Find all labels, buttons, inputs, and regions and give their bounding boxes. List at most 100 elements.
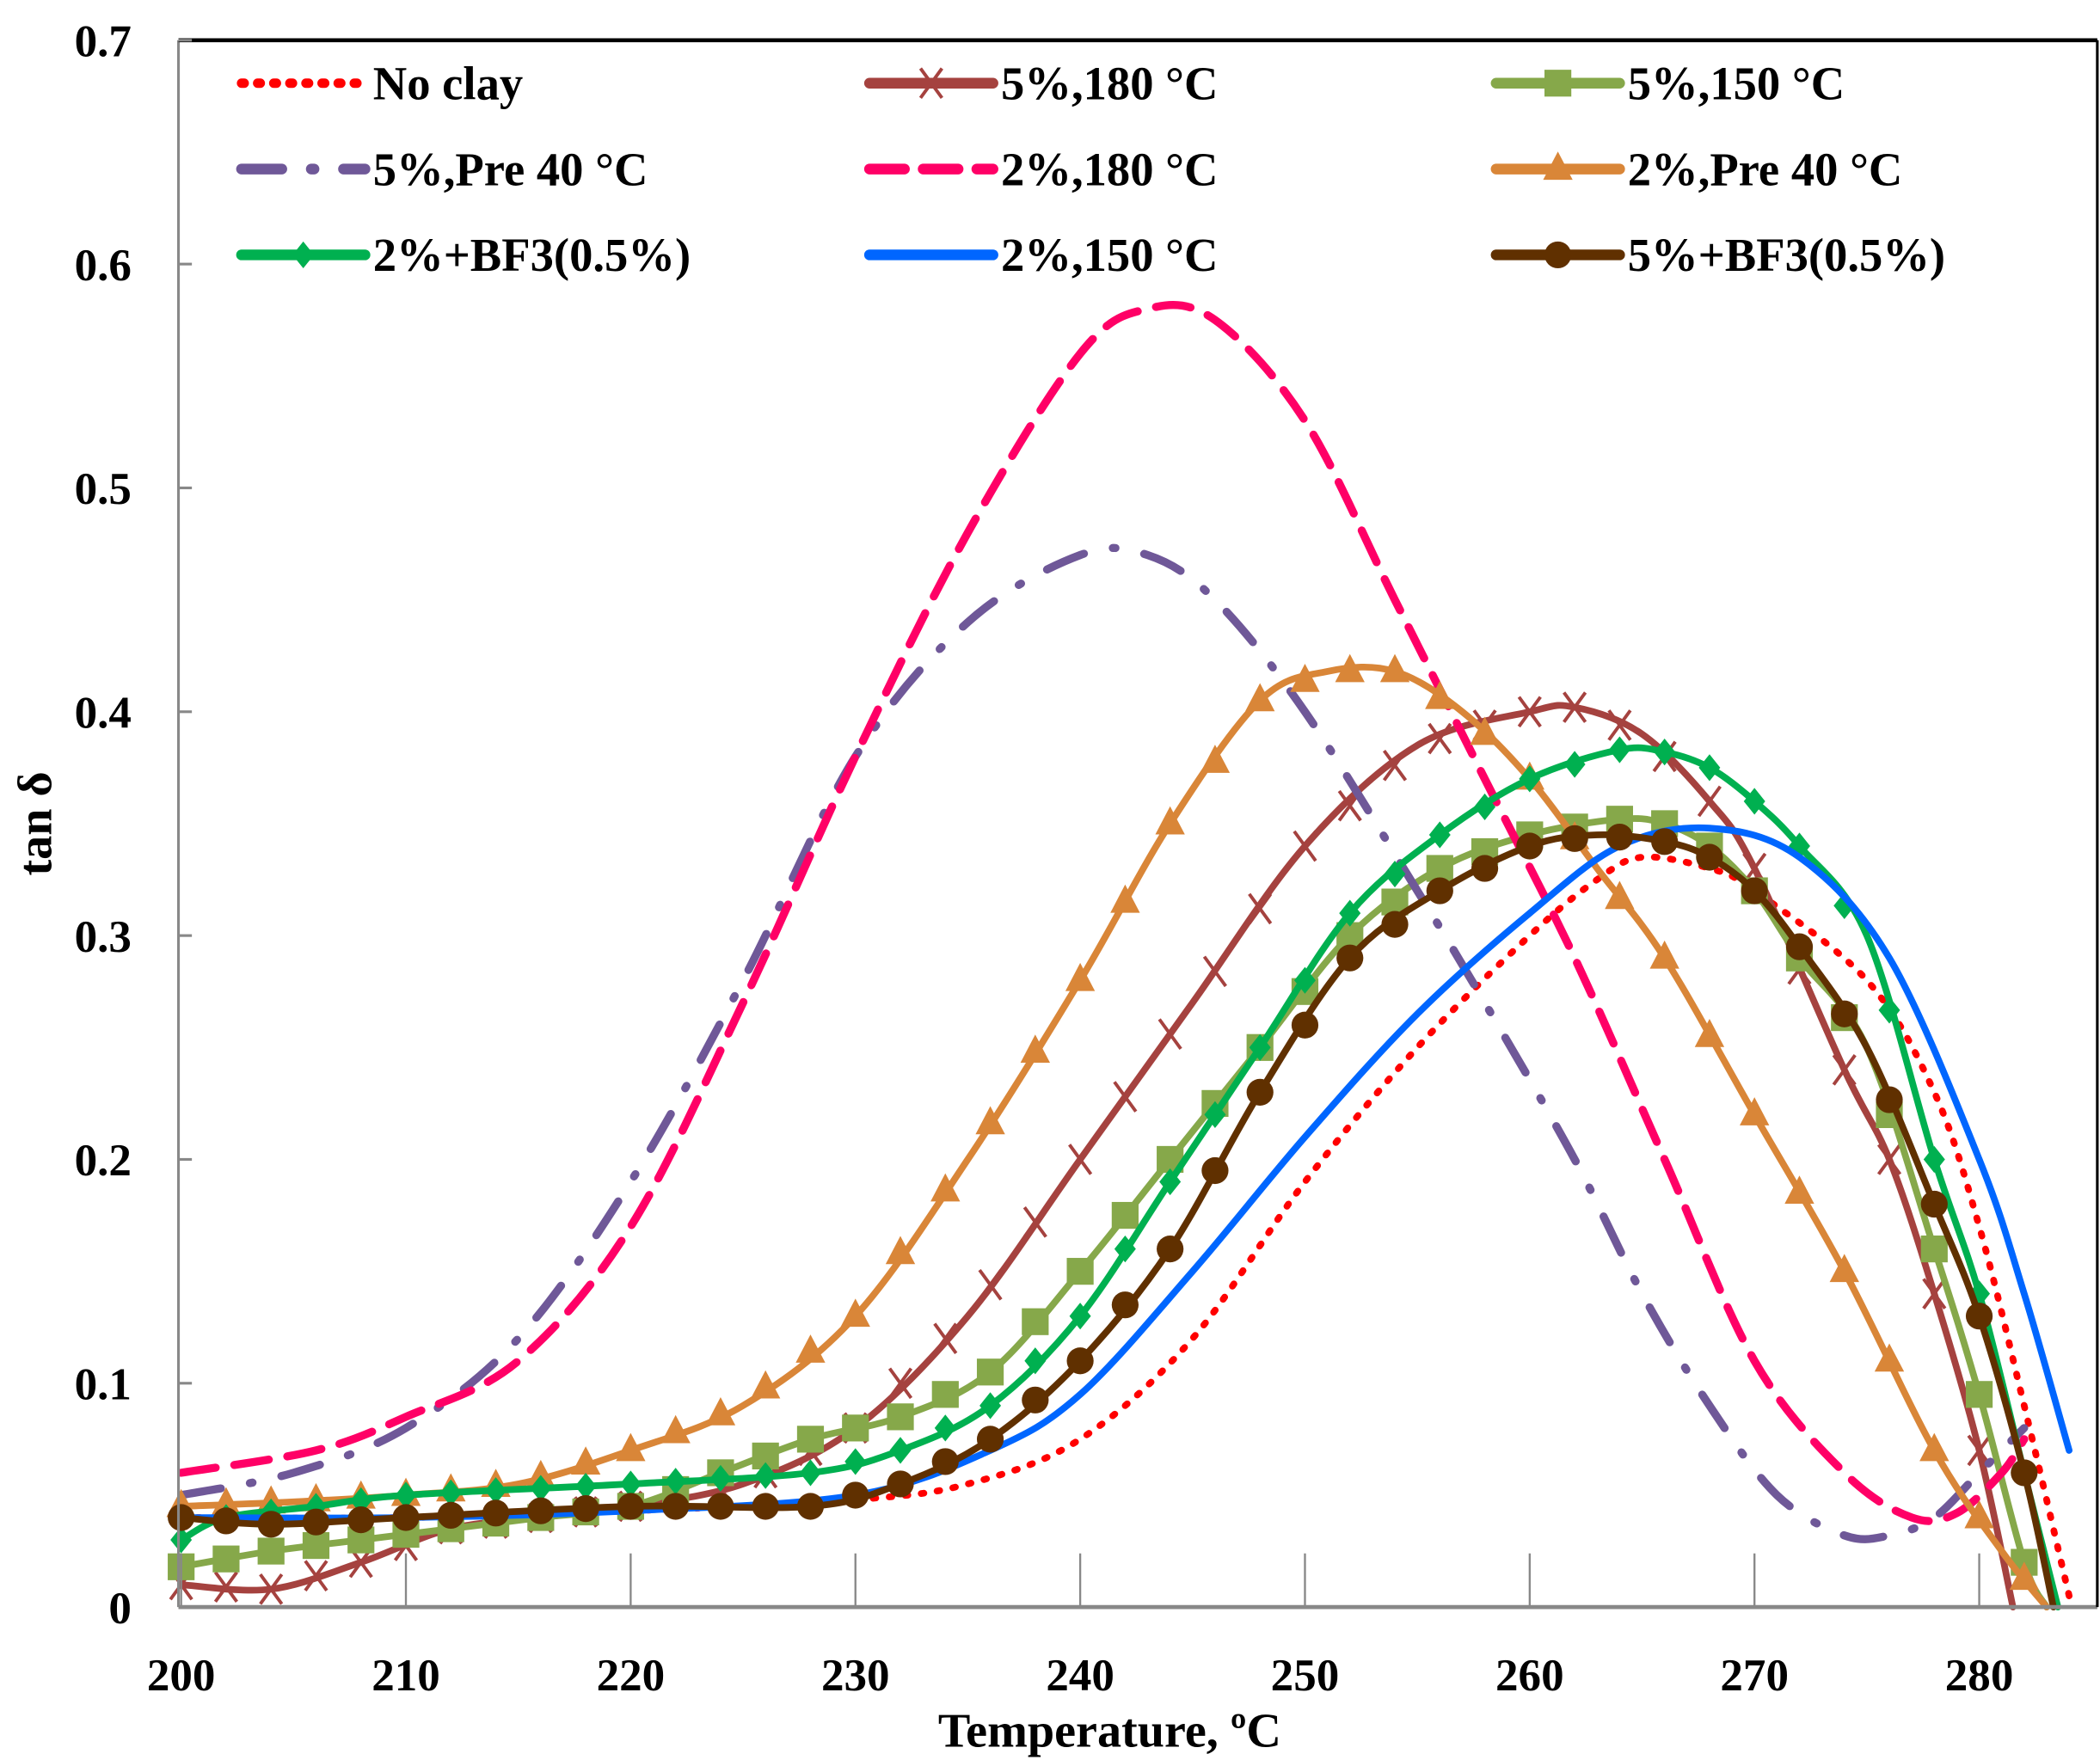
data-point-marker: [1922, 1278, 1947, 1309]
legend-item-2-150-c: 2%,150 °C: [863, 229, 1218, 281]
series-layer: [166, 301, 2073, 1611]
data-point-marker: [1113, 1081, 1138, 1113]
data-point-marker: [979, 1392, 1002, 1420]
data-point-marker: [1876, 1086, 1903, 1113]
data-point-marker: [1291, 1011, 1319, 1039]
data-point-marker: [889, 1437, 912, 1464]
series-line: [176, 301, 2029, 1525]
data-point-marker: [933, 1322, 958, 1355]
data-point-marker: [530, 1475, 552, 1502]
data-point-marker: [978, 1268, 1003, 1301]
data-point-marker: [1649, 940, 1679, 969]
legend-marker: [1544, 241, 1572, 269]
data-point-marker: [887, 1403, 914, 1431]
data-point-marker: [1517, 696, 1542, 728]
data-point-marker: [302, 1508, 330, 1536]
data-point-marker: [1920, 1190, 1948, 1218]
data-point-marker: [1698, 754, 1721, 782]
data-point-marker: [1245, 683, 1275, 712]
data-point-marker: [1428, 722, 1452, 755]
data-point-marker: [1159, 1168, 1182, 1196]
data-point-marker: [570, 1446, 601, 1475]
data-point-marker: [1519, 765, 1541, 793]
legend-item-5-150-c: 5%,150 °C: [1490, 57, 1845, 109]
data-point-marker: [1335, 653, 1365, 683]
data-point-marker: [212, 1507, 240, 1535]
legend-label: 5%,150 °C: [1628, 57, 1845, 109]
x-tick-label: 210: [371, 1651, 440, 1701]
legend-label: 2%,150 °C: [1001, 229, 1218, 281]
y-tick-label: 0.1: [75, 1360, 132, 1410]
data-point-marker: [709, 1464, 732, 1493]
x-tick-label: 280: [1945, 1651, 2014, 1701]
data-point-marker: [665, 1468, 687, 1495]
data-point-marker: [662, 1493, 690, 1520]
y-tick-label: 0.3: [75, 912, 132, 962]
y-tick-label: 0.4: [75, 689, 132, 739]
y-tick-label: 0.5: [75, 464, 132, 514]
data-point-marker: [840, 1298, 870, 1328]
data-point-marker: [347, 1506, 375, 1534]
data-point-marker: [1920, 1236, 1948, 1263]
legend: No clay 5%,180 °C 5%,150 °C 5%,Pre 40 °C 2%,…: [236, 57, 1945, 281]
data-point-marker: [796, 1493, 825, 1520]
series-line: [177, 702, 2017, 1611]
data-point-marker: [1246, 1078, 1274, 1106]
data-point-marker: [1381, 911, 1409, 938]
data-point-marker: [1561, 825, 1588, 852]
data-point-marker: [1065, 962, 1096, 991]
data-point-marker: [1829, 1254, 1859, 1283]
data-point-marker: [259, 1573, 284, 1605]
legend-item-5-bf3-0-5: 5%+BF3(0.5%): [1490, 229, 1945, 281]
data-point-marker: [1470, 716, 1500, 745]
x-tick-label: 270: [1720, 1651, 1789, 1701]
data-point-marker: [799, 1459, 821, 1487]
series-5-pre-40-c: [176, 543, 2029, 1543]
y-tick-label: 0: [108, 1584, 132, 1634]
data-point-marker: [619, 1470, 642, 1498]
data-point-marker: [2009, 1561, 2040, 1591]
legend-label: 2%,Pre 40 °C: [1628, 143, 1903, 195]
data-point-marker: [1471, 855, 1499, 882]
data-point-marker: [795, 1334, 826, 1363]
x-axis-label: Temperature, ºC: [938, 1704, 1281, 1757]
data-point-marker: [392, 1504, 420, 1531]
data-point-marker: [1290, 663, 1320, 692]
data-point-marker: [1608, 736, 1630, 763]
data-point-marker: [1964, 1499, 1994, 1529]
data-point-marker: [1293, 966, 1316, 994]
series-line: [176, 543, 2029, 1543]
series-2-bf3-0-5: [170, 736, 2061, 1611]
data-point-marker: [887, 1470, 914, 1498]
data-point-marker: [1379, 653, 1410, 683]
data-point-marker: [1563, 751, 1586, 778]
data-point-marker: [617, 1493, 644, 1520]
data-point-marker: [1426, 877, 1453, 905]
data-point-marker: [1384, 860, 1406, 888]
data-point-marker: [796, 1426, 825, 1453]
data-point-marker: [1923, 1145, 1945, 1174]
data-point-marker: [1878, 997, 1900, 1024]
data-point-marker: [525, 1459, 556, 1488]
legend-item-2-bf3-0-5: 2%+BF3(0.5%): [236, 229, 691, 281]
data-point-marker: [482, 1499, 510, 1527]
data-point-marker: [1068, 1144, 1093, 1175]
data-point-marker: [1474, 793, 1496, 821]
data-point-marker: [887, 1367, 913, 1400]
data-point-marker: [1654, 739, 1676, 766]
data-point-marker: [842, 1481, 869, 1509]
data-point-marker: [1832, 1054, 1857, 1086]
series-2-180-c: [176, 301, 2029, 1525]
x-tick-label: 260: [1495, 1651, 1564, 1701]
series-5-bf3-0-5: [168, 823, 2057, 1611]
legend-item-2-pre-40-c: 2%,Pre 40 °C: [1490, 143, 1903, 195]
legend-label: No clay: [373, 57, 523, 109]
ticks-layer: 200 210 220 230 240 250 260 270 280 0 0.1 0.2 0.3 0.4…: [75, 17, 2014, 1701]
data-point-marker: [1202, 955, 1227, 988]
legend-label: 5%+BF3(0.5%): [1628, 229, 1945, 281]
legend-item-no-clay: No clay: [236, 57, 523, 109]
data-point-marker: [1201, 1156, 1229, 1185]
legend-label: 2%+BF3(0.5%): [373, 229, 691, 281]
data-point-marker: [1784, 1175, 1814, 1205]
legend-label: 5%,180 °C: [1001, 57, 1218, 109]
